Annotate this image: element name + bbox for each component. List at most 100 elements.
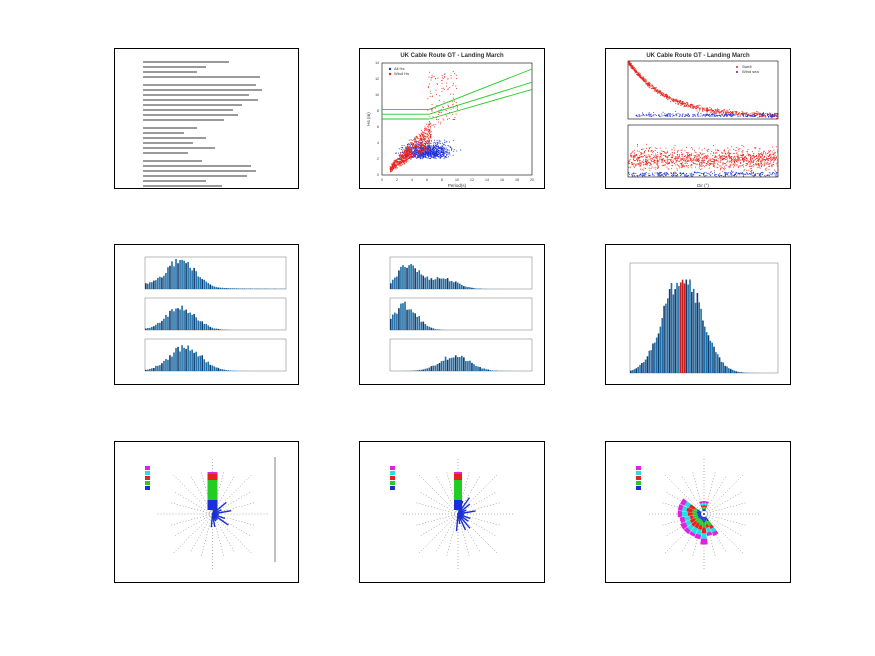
scatter-point-blue [759, 113, 761, 115]
scatter-point-red [700, 164, 702, 166]
scatter-point-red [653, 167, 655, 169]
scatter-point-red [651, 160, 653, 162]
scatter-point-red [749, 161, 750, 163]
scatter-point-red [662, 95, 664, 97]
scatter-point-red [437, 113, 439, 115]
scatter-point-blue [400, 147, 402, 149]
hist-bar [233, 288, 236, 289]
scatter-point-red [725, 164, 727, 166]
scatter-point-blue [435, 143, 437, 145]
scatter-point-red [396, 158, 398, 160]
scatter-point-blue [424, 153, 426, 155]
scatter-point-blue [690, 175, 692, 177]
scatter-point-blue [734, 174, 735, 175]
scatter-point-blue [432, 147, 434, 149]
scatter-point-blue [724, 174, 726, 176]
scatter-point-blue [741, 113, 743, 115]
scatter-point-blue [453, 150, 455, 152]
scatter-point-blue [638, 115, 640, 117]
scatter-point-blue [701, 115, 703, 117]
hist-bar [657, 333, 660, 373]
scatter-point-red [667, 154, 669, 156]
scatter-point-blue [416, 152, 418, 154]
scatter-point-blue [422, 139, 424, 141]
scatter-point-red [709, 164, 711, 166]
scatter-point-red [632, 67, 633, 69]
scatter-point-blue [735, 173, 736, 175]
scatter-point-red [456, 109, 458, 111]
scatter-point-red [647, 156, 649, 157]
scatter-point-red [411, 143, 413, 145]
scatter-point-red [402, 157, 404, 159]
scatter-point-red [672, 165, 673, 166]
scatter-point-red [633, 155, 635, 156]
scatter-point-red [662, 94, 664, 96]
scatter-point-blue [703, 174, 705, 176]
scatter-point-blue [742, 114, 744, 116]
scatter-point-red [420, 139, 422, 141]
scatter-point-red [706, 109, 708, 111]
scatter-point-red [727, 157, 729, 159]
scatter-point-red [452, 85, 454, 87]
rose-chart-2 [390, 459, 513, 569]
scatter-point-red [678, 154, 680, 156]
hist-bar [217, 367, 220, 371]
hist-bar [461, 284, 463, 289]
hist-bar [432, 279, 435, 289]
scatter-point-red [731, 112, 733, 114]
scatter-point-red [745, 157, 747, 159]
histogram-stack-2-panel [359, 244, 545, 385]
scatter-point-red [713, 164, 715, 166]
scatter-point-red [646, 83, 648, 84]
scatter-point-red [743, 157, 745, 159]
scatter-point-red [642, 76, 644, 78]
scatter-point-blue [771, 173, 773, 175]
scatter-point-red [703, 109, 705, 111]
scatter-point-blue [451, 148, 453, 150]
scatter-point-blue [414, 152, 415, 154]
scatter-point-red [660, 94, 661, 96]
scatter-point-red [742, 161, 744, 163]
scatter-point-blue [433, 149, 435, 151]
scatter-point-red [426, 151, 428, 153]
scatter-point-red [738, 150, 740, 152]
scatter-point-blue [759, 173, 760, 175]
hist-bar [726, 366, 728, 373]
scatter-point-blue [732, 115, 734, 117]
scatter-point-red [696, 159, 698, 161]
scatter-point-red [745, 112, 747, 114]
scatter-point-red [401, 159, 403, 161]
scatter-point-red [709, 107, 711, 109]
scatter-point-red [770, 160, 772, 162]
scatter-point-red [767, 153, 768, 155]
scatter-point-blue [449, 141, 451, 143]
scatter-point-red [426, 143, 428, 145]
scatter-point-red [691, 147, 693, 148]
scatter-point-blue [693, 114, 695, 116]
scatter-point-red [777, 169, 779, 171]
scatter-point-red [636, 73, 638, 75]
hist-bar [707, 335, 710, 373]
scatter-point-red [637, 72, 639, 74]
scatter-point-blue [769, 173, 771, 175]
scatter-point-blue [441, 147, 443, 149]
scatter-point-red [415, 156, 417, 158]
scatter-point-red [441, 80, 443, 82]
scatter-point-red [638, 72, 640, 74]
hist-bar [424, 368, 427, 371]
scatter-point-red [768, 155, 770, 157]
scatter-point-red [676, 168, 678, 170]
scatter-point-red [410, 155, 412, 157]
hist-bar [221, 369, 224, 371]
scatter-point-red [667, 163, 669, 165]
scatter-point-blue [444, 156, 446, 158]
scatter-point-blue [637, 175, 639, 177]
scatter-point-red [684, 160, 686, 161]
scatter-point-blue [429, 140, 431, 142]
scatter-point-red [632, 67, 634, 69]
scatter-point-blue [727, 172, 729, 174]
hist-bar [235, 288, 238, 289]
scatter-point-blue [425, 143, 426, 145]
scatter-point-blue [689, 173, 691, 175]
scatter-point-red [717, 110, 719, 112]
